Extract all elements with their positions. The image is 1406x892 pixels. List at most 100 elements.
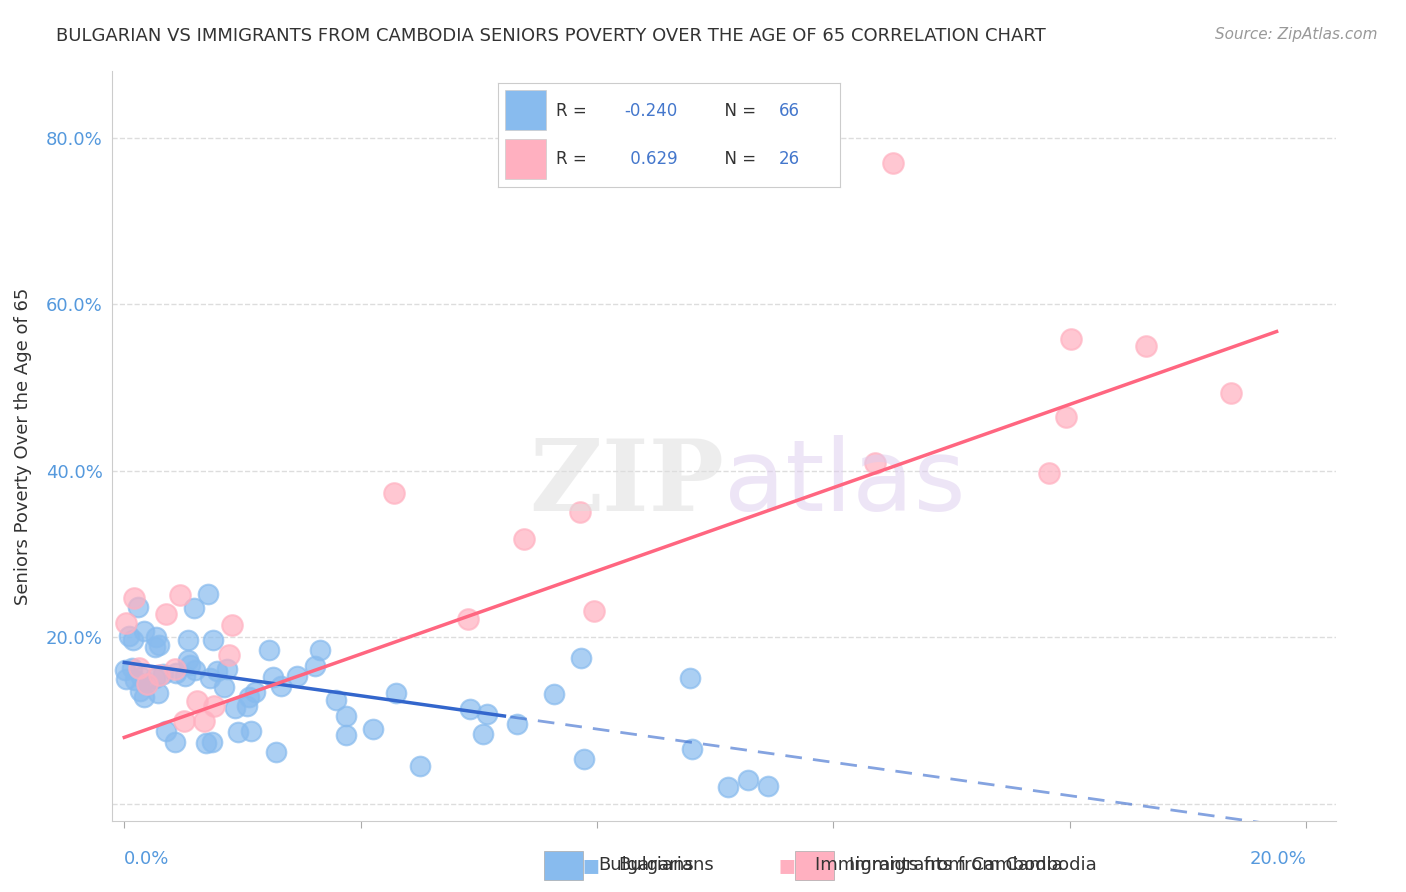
Point (183, 664, 205, 678)
Point (202, 699, 225, 714)
Text: Bulgarians: Bulgarians (599, 856, 695, 874)
Point (382, 485, 405, 500)
Point (207, 664, 229, 678)
Point (270, 679, 292, 693)
Point (309, 642, 332, 657)
Point (124, 591, 146, 606)
Point (259, 643, 281, 657)
Bar (796, 851, 834, 880)
Point (177, 653, 200, 667)
Point (1060, 332, 1083, 346)
Point (472, 726, 495, 740)
Point (145, 671, 167, 685)
Point (124, 673, 146, 688)
Point (128, 661, 150, 675)
Point (224, 701, 246, 715)
Point (1038, 466, 1060, 480)
Text: ▪: ▪ (778, 851, 797, 880)
Point (163, 662, 186, 676)
Point (155, 607, 177, 621)
Point (758, 779, 780, 793)
Point (127, 599, 149, 614)
Text: atlas: atlas (724, 435, 966, 532)
Y-axis label: Seniors Poverty Over the Age of 65: Seniors Poverty Over the Age of 65 (14, 287, 32, 605)
Point (115, 673, 138, 687)
Point (148, 668, 170, 682)
Point (335, 728, 357, 742)
Point (117, 629, 139, 643)
Point (409, 759, 432, 773)
Point (572, 752, 595, 766)
Point (194, 736, 217, 750)
Point (737, 772, 759, 787)
Point (198, 672, 221, 686)
Point (475, 707, 498, 722)
Text: Bulgarians: Bulgarians (619, 856, 714, 874)
Point (152, 666, 174, 681)
Point (460, 702, 482, 716)
Point (129, 684, 152, 698)
Point (335, 708, 357, 723)
Point (513, 532, 536, 546)
Point (583, 604, 606, 618)
Point (717, 780, 740, 795)
Point (121, 661, 143, 675)
Point (169, 588, 191, 602)
Point (264, 745, 287, 759)
Text: ZIP: ZIP (529, 435, 724, 532)
Point (148, 686, 170, 700)
Point (457, 612, 479, 626)
Point (202, 632, 225, 647)
Point (183, 601, 205, 615)
Text: 20.0%: 20.0% (1250, 850, 1306, 868)
Point (325, 693, 347, 707)
Point (174, 668, 197, 682)
Point (681, 742, 703, 756)
Text: Immigrants from Cambodia: Immigrants from Cambodia (849, 856, 1097, 874)
Text: Immigrants from Cambodia: Immigrants from Cambodia (815, 856, 1063, 874)
Point (679, 671, 702, 685)
Point (568, 505, 591, 519)
Point (226, 724, 249, 739)
Point (304, 659, 326, 673)
Point (163, 735, 186, 749)
Point (132, 624, 155, 638)
Point (285, 669, 308, 683)
Text: 0.0%: 0.0% (124, 850, 170, 868)
Point (155, 724, 177, 739)
Point (212, 680, 235, 694)
Point (1135, 339, 1157, 353)
Point (243, 685, 266, 699)
Point (238, 690, 260, 704)
Point (115, 615, 138, 630)
Point (179, 658, 201, 673)
Point (135, 677, 157, 691)
Point (215, 662, 238, 676)
Point (506, 717, 529, 731)
Point (145, 630, 167, 644)
Point (385, 686, 408, 700)
Text: Source: ZipAtlas.com: Source: ZipAtlas.com (1215, 27, 1378, 42)
Point (882, 156, 904, 170)
Point (569, 650, 592, 665)
Point (240, 724, 263, 739)
Point (148, 638, 170, 652)
Point (143, 640, 166, 654)
Point (1054, 410, 1077, 425)
Point (114, 663, 136, 677)
Point (129, 670, 152, 684)
Point (132, 690, 155, 704)
Point (262, 670, 284, 684)
Point (177, 633, 200, 648)
Point (165, 666, 187, 681)
Point (863, 456, 886, 470)
Text: BULGARIAN VS IMMIGRANTS FROM CAMBODIA SENIORS POVERTY OVER THE AGE OF 65 CORRELA: BULGARIAN VS IMMIGRANTS FROM CAMBODIA SE… (56, 27, 1046, 45)
Point (361, 722, 384, 736)
Point (173, 714, 195, 728)
Point (221, 618, 243, 632)
Point (197, 587, 219, 601)
Point (186, 694, 208, 708)
Point (543, 687, 565, 701)
Point (135, 677, 157, 691)
Text: ▪: ▪ (581, 851, 600, 880)
